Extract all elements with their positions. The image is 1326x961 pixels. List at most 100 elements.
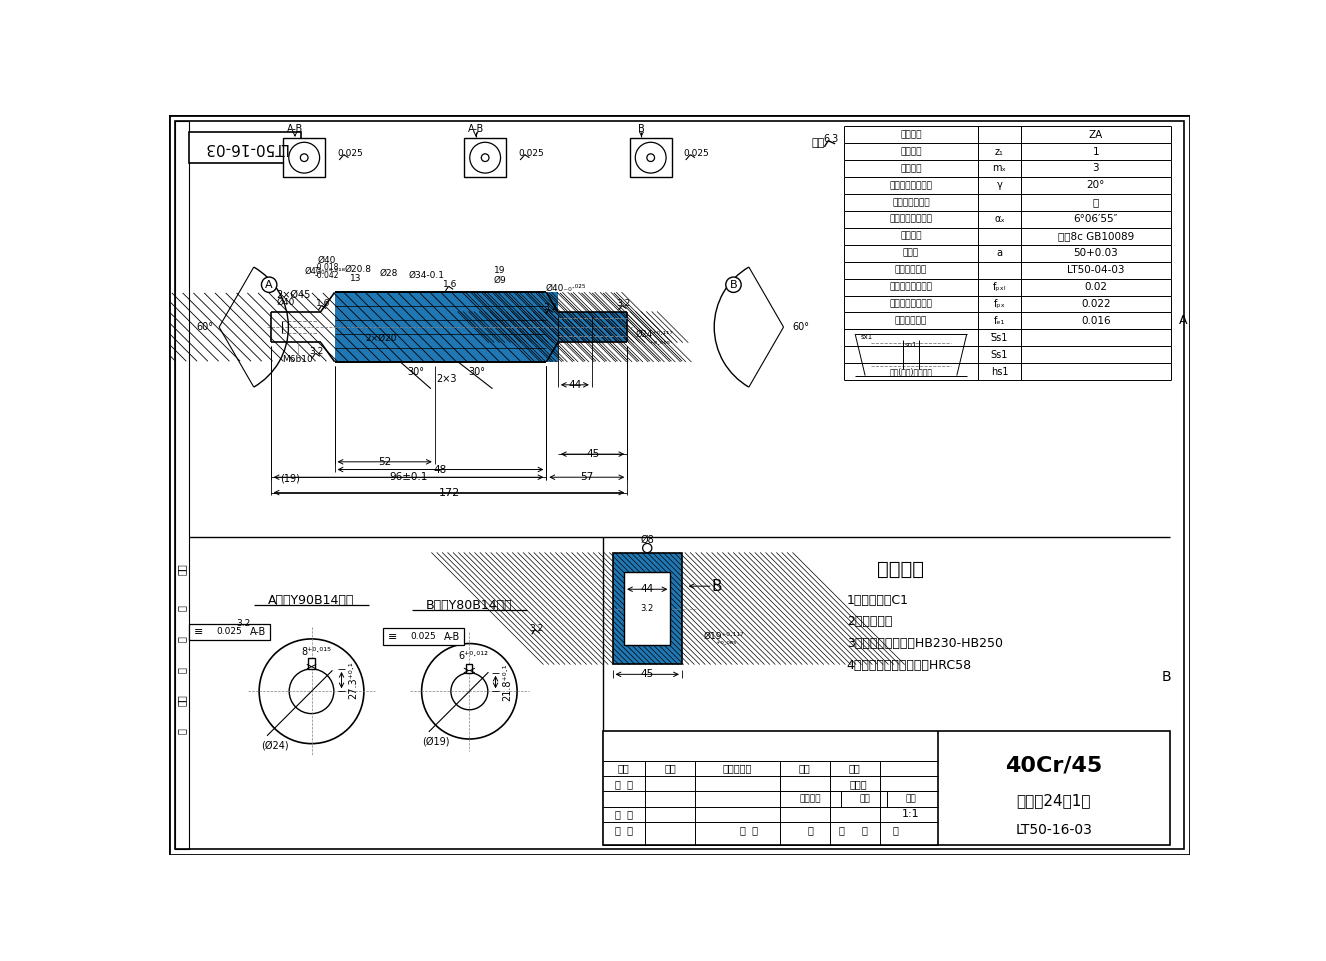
Text: 审: 审 bbox=[178, 667, 187, 673]
Text: 重量: 重量 bbox=[859, 795, 870, 803]
Text: B: B bbox=[729, 280, 737, 289]
Bar bbox=[175, 121, 190, 850]
Text: (19): (19) bbox=[280, 474, 300, 483]
Text: B: B bbox=[1162, 671, 1171, 684]
Text: 0.025: 0.025 bbox=[684, 149, 709, 159]
Text: ≡: ≡ bbox=[194, 627, 203, 637]
Text: 0.025: 0.025 bbox=[410, 632, 436, 641]
Text: 0.025: 0.025 bbox=[337, 149, 363, 159]
Text: 20°: 20° bbox=[1086, 181, 1105, 190]
Text: sx1: sx1 bbox=[861, 334, 873, 340]
Text: 轴向剖面内齿形角: 轴向剖面内齿形角 bbox=[890, 181, 932, 190]
Circle shape bbox=[422, 644, 517, 739]
Text: A-B: A-B bbox=[468, 124, 484, 135]
Text: 45: 45 bbox=[586, 449, 599, 459]
Text: 轴向齿距累积公差: 轴向齿距累积公差 bbox=[890, 283, 932, 291]
Text: 技术要求: 技术要求 bbox=[876, 560, 924, 579]
Text: 30°: 30° bbox=[407, 367, 424, 377]
Text: 1.6: 1.6 bbox=[443, 281, 457, 289]
Text: Ø9: Ø9 bbox=[493, 276, 507, 284]
Text: 6°06′55″: 6°06′55″ bbox=[1074, 214, 1118, 224]
Text: M6b10: M6b10 bbox=[282, 355, 313, 364]
Text: -0.042: -0.042 bbox=[314, 271, 339, 280]
Text: 2×Ø20: 2×Ø20 bbox=[365, 334, 396, 343]
Text: 0.016: 0.016 bbox=[1081, 316, 1111, 326]
Text: (Ø24): (Ø24) bbox=[261, 740, 289, 750]
Text: Ø8: Ø8 bbox=[640, 534, 654, 545]
Bar bbox=[625, 572, 671, 645]
Text: 45: 45 bbox=[640, 670, 654, 679]
Text: 第: 第 bbox=[862, 825, 867, 835]
Text: a: a bbox=[997, 248, 1002, 259]
Text: 8⁺⁰⋅⁰¹⁵: 8⁺⁰⋅⁰¹⁵ bbox=[301, 647, 332, 657]
Text: 页: 页 bbox=[838, 825, 845, 835]
Bar bbox=[190, 624, 271, 640]
Text: (Ø19): (Ø19) bbox=[422, 736, 450, 746]
Text: ⁺⁰⋅⁰⁶⁵: ⁺⁰⋅⁰⁶⁵ bbox=[639, 339, 670, 349]
Text: LT50-16-03: LT50-16-03 bbox=[203, 140, 288, 155]
Text: 44: 44 bbox=[640, 584, 654, 594]
Text: 蜗杆齿形公差: 蜗杆齿形公差 bbox=[895, 316, 927, 326]
Text: B向配Y80B14电机: B向配Y80B14电机 bbox=[426, 599, 513, 611]
Text: 蜗杆螺旋线方向: 蜗杆螺旋线方向 bbox=[892, 198, 930, 207]
Text: 配对蜗轮图号: 配对蜗轮图号 bbox=[895, 265, 927, 275]
Text: 2、锐角倒钝: 2、锐角倒钝 bbox=[847, 615, 892, 628]
Text: z₁: z₁ bbox=[994, 146, 1004, 157]
Text: A-B: A-B bbox=[444, 631, 460, 642]
Text: 44: 44 bbox=[569, 380, 582, 390]
Text: fₚₓₗ: fₚₓₗ bbox=[993, 282, 1006, 292]
Text: 96±0.1: 96±0.1 bbox=[390, 472, 428, 482]
Text: 2×Ø45: 2×Ø45 bbox=[277, 289, 312, 300]
Text: 1、未注倒角C1: 1、未注倒角C1 bbox=[847, 594, 908, 607]
Text: 3.2: 3.2 bbox=[640, 604, 654, 613]
Text: 27.3⁺⁰⋅¹: 27.3⁺⁰⋅¹ bbox=[349, 661, 358, 699]
Text: 标记: 标记 bbox=[618, 763, 630, 774]
Text: Ø40: Ø40 bbox=[277, 298, 296, 307]
Text: 1.6: 1.6 bbox=[316, 300, 330, 308]
Text: sn1: sn1 bbox=[904, 342, 918, 348]
Text: 轴向齿距极限偏差: 轴向齿距极限偏差 bbox=[890, 300, 932, 308]
Text: 更改文件号: 更改文件号 bbox=[723, 763, 752, 774]
Text: 工  艺: 工 艺 bbox=[615, 825, 633, 835]
Text: 蜗杆螺旋线导程角: 蜗杆螺旋线导程角 bbox=[890, 214, 932, 224]
Text: 3.2: 3.2 bbox=[529, 624, 544, 632]
Text: αₓ: αₓ bbox=[994, 214, 1005, 224]
Text: A向配Y90B14电机: A向配Y90B14电机 bbox=[268, 594, 354, 607]
Text: 图样标记: 图样标记 bbox=[800, 795, 821, 803]
Circle shape bbox=[635, 142, 666, 173]
Text: A-B: A-B bbox=[251, 627, 267, 637]
Circle shape bbox=[301, 154, 308, 161]
Text: 3.2: 3.2 bbox=[617, 300, 630, 308]
Bar bbox=[190, 133, 301, 163]
Text: 6.3: 6.3 bbox=[823, 135, 839, 144]
Bar bbox=[334, 292, 546, 361]
Text: Ø24⁺⁰⋅¹¹⁷: Ø24⁺⁰⋅¹¹⁷ bbox=[635, 331, 674, 339]
Text: 0.02: 0.02 bbox=[1085, 282, 1107, 292]
Text: 蜗杆8c GB10089: 蜗杆8c GB10089 bbox=[1058, 232, 1134, 241]
Text: 1:1: 1:1 bbox=[902, 809, 919, 820]
Text: 蜗杆头数: 蜗杆头数 bbox=[900, 147, 922, 156]
Text: 号码: 号码 bbox=[178, 695, 187, 706]
Text: 0.025: 0.025 bbox=[216, 628, 243, 636]
Bar bbox=[464, 138, 507, 177]
Circle shape bbox=[725, 277, 741, 292]
Text: 蜗杆（24：1）: 蜗杆（24：1） bbox=[1017, 793, 1091, 808]
Text: 3: 3 bbox=[1093, 163, 1099, 173]
Text: 1: 1 bbox=[1093, 146, 1099, 157]
Text: LT50-04-03: LT50-04-03 bbox=[1067, 265, 1124, 275]
Circle shape bbox=[259, 639, 363, 744]
Text: 2×3: 2×3 bbox=[436, 375, 456, 384]
Text: 57: 57 bbox=[581, 472, 594, 482]
Circle shape bbox=[469, 142, 500, 173]
Text: hs1: hs1 bbox=[991, 367, 1008, 377]
Text: 0.025: 0.025 bbox=[518, 149, 544, 159]
Text: 图: 图 bbox=[178, 605, 187, 611]
Text: 日期: 日期 bbox=[849, 763, 861, 774]
Text: 登记: 登记 bbox=[178, 564, 187, 576]
Circle shape bbox=[643, 543, 652, 553]
Text: 30°: 30° bbox=[468, 367, 485, 377]
Text: -0.018: -0.018 bbox=[314, 263, 339, 272]
Bar bbox=[383, 628, 464, 645]
Text: S̅s1: S̅s1 bbox=[991, 333, 1008, 343]
Text: 6⁺⁰⋅⁰¹²: 6⁺⁰⋅⁰¹² bbox=[459, 651, 488, 661]
